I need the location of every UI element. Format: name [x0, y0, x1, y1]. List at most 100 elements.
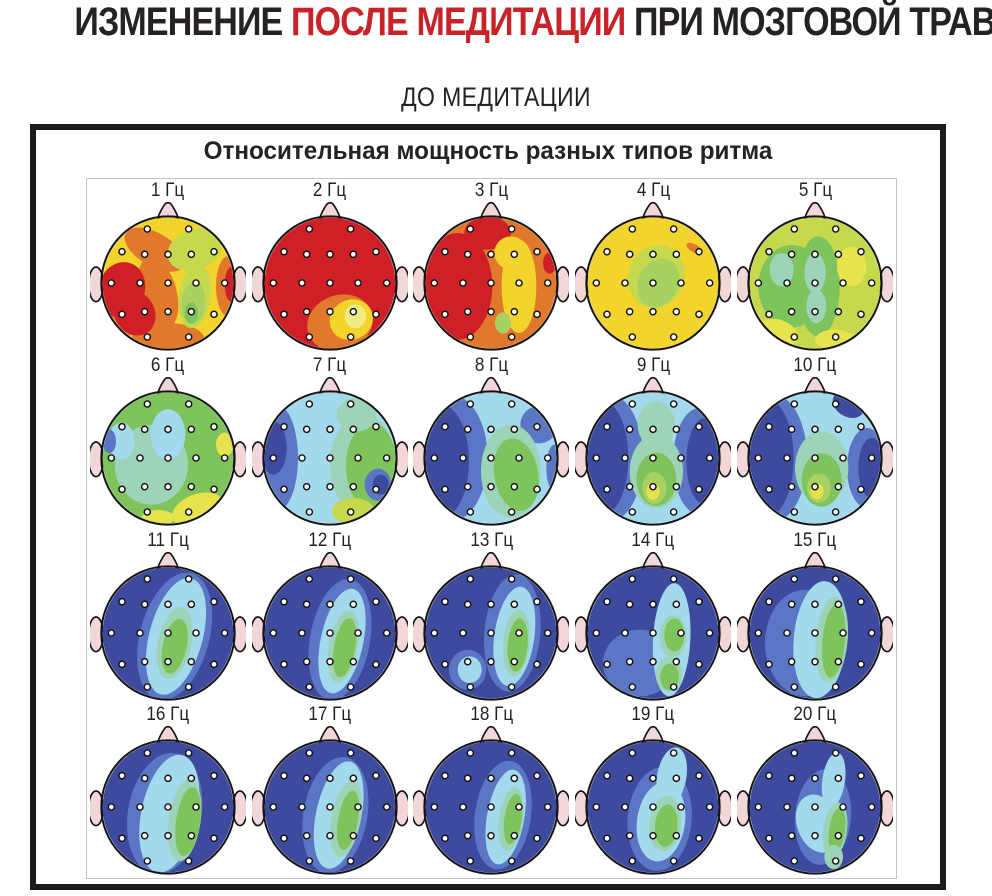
frequency-label: 20 Гц [793, 704, 837, 726]
nose-marker [318, 551, 342, 570]
electrode-dot [765, 597, 773, 605]
electrode-dot [603, 597, 612, 605]
electrode-dot [670, 225, 678, 233]
electrode-dot [626, 425, 634, 433]
electrode-dot [626, 774, 634, 783]
electrode-dot [371, 834, 380, 843]
electrode-dot [371, 485, 380, 493]
electrode-dot [857, 247, 865, 256]
electrode-dot [305, 574, 313, 583]
electrode-dot [325, 628, 334, 637]
electrode-dot [783, 628, 791, 637]
electrode-dot [839, 803, 847, 812]
electrode-dot [831, 399, 840, 408]
head-topomap [575, 726, 732, 875]
electrode-dot [603, 247, 612, 256]
electrode-dot [184, 682, 193, 691]
topomap-cell: 16 Гц [87, 703, 249, 878]
frequency-label: 2 Гц [313, 180, 347, 201]
electrode-dot [269, 803, 277, 812]
electrode-dot [834, 425, 843, 433]
electrode-dot [857, 660, 865, 668]
electrode-dot [628, 507, 637, 516]
electrode-dot [754, 803, 763, 812]
electrode-dot [305, 225, 313, 233]
electrode-dot [164, 628, 172, 637]
electrode-dot [371, 310, 380, 319]
electrode-dot [164, 657, 172, 665]
topomap-cell: 4 Гц [572, 179, 734, 354]
electrode-dot [649, 657, 658, 665]
electrode-dot [695, 772, 704, 780]
nose-marker [803, 201, 827, 220]
electrode-dot [297, 628, 306, 637]
electrode-dot [431, 453, 439, 462]
electrode-dot [621, 628, 630, 637]
electrode-dot [136, 628, 144, 637]
electrode-dot [349, 425, 357, 433]
electrode-dot [143, 399, 152, 408]
electrode-dot [626, 307, 634, 316]
electrode-dot [140, 832, 149, 840]
electrode-dot [487, 307, 496, 316]
electrode-dot [297, 803, 306, 812]
electrode-dot [765, 247, 773, 256]
electrode-dot [325, 482, 334, 491]
electrode-dot [695, 597, 704, 605]
electrode-dot [677, 803, 686, 812]
frequency-label: 4 Гц [636, 180, 670, 201]
electrode-dot [603, 422, 612, 431]
electrode-dot [487, 803, 496, 812]
electrode-dot [346, 399, 355, 408]
electrode-dot [628, 749, 637, 758]
head-topomap [251, 376, 408, 526]
electrode-dot [382, 628, 391, 637]
electrode-dot [834, 657, 843, 665]
electrode-dot [515, 279, 524, 287]
electrode-dot [783, 803, 791, 812]
electrode-dot [107, 803, 116, 812]
frequency-label: 1 Гц [151, 180, 185, 201]
head-topomap [413, 551, 570, 701]
nose-marker [479, 376, 503, 395]
nose-marker [156, 726, 180, 745]
electrode-dot [603, 310, 612, 319]
electrode-dot [184, 574, 193, 583]
electrode-dot [467, 682, 475, 691]
electrode-dot [487, 628, 496, 637]
electrode-dot [670, 399, 678, 408]
electrode-dot [867, 803, 876, 812]
electrode-dot [834, 832, 843, 840]
electrode-dot [325, 774, 334, 783]
electrode-dot [325, 600, 334, 608]
electrode-dot [811, 453, 819, 462]
electrode-dot [511, 425, 519, 433]
electrode-dot [649, 425, 658, 433]
topomap-cell: 12 Гц [249, 529, 411, 704]
electrode-dot [107, 279, 116, 287]
electrode-dot [867, 279, 876, 287]
main-title-highlight: ПОСЛЕ МЕДИТАЦИИ [291, 0, 626, 44]
electrode-dot [187, 774, 196, 783]
electrode-dot [210, 310, 218, 319]
electrode-dot [672, 774, 681, 783]
electrode-dot [118, 310, 126, 319]
electrode-dot [441, 310, 450, 319]
electrode-dot [164, 307, 172, 316]
electrode-dot [834, 307, 843, 316]
head-topomap [89, 551, 246, 701]
electrode-dot [754, 279, 763, 287]
nose-marker [156, 551, 180, 570]
electrode-dot [857, 597, 865, 605]
electrode-dot [302, 832, 311, 840]
electrode-dot [441, 660, 450, 668]
electrode-dot [431, 279, 439, 287]
electrode-dot [464, 600, 472, 608]
electrode-dot [279, 310, 288, 319]
electrode-dot [220, 453, 229, 462]
electrode-dot [626, 482, 634, 491]
electrode-dot [672, 600, 681, 608]
electrode-dot [695, 310, 704, 319]
electrode-dot [143, 857, 152, 866]
electrode-dot [649, 453, 658, 462]
